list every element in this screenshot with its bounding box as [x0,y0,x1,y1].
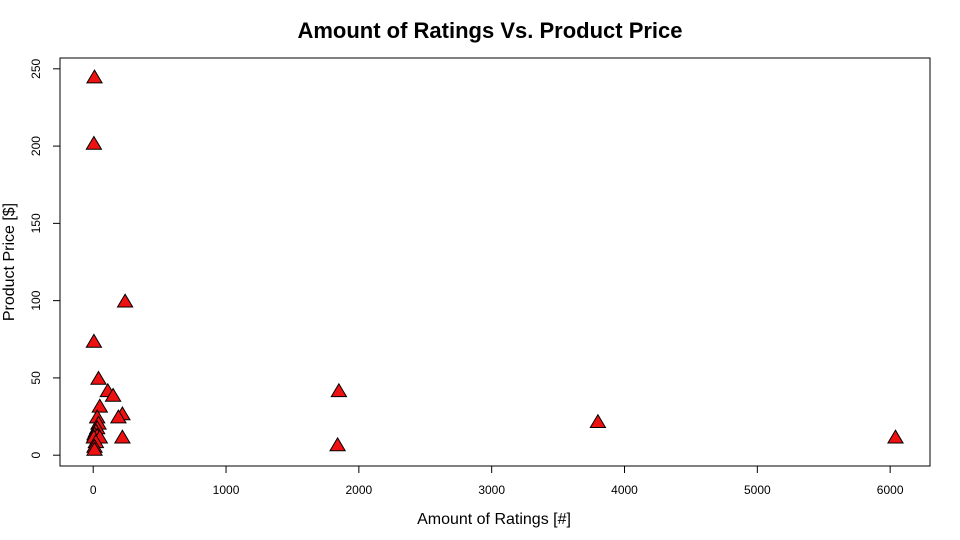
data-point-0-3 [85,333,103,348]
y-tick-label: 50 [29,371,43,385]
data-point-0-8 [91,398,109,413]
data-point-0-19 [113,429,131,444]
y-axis-label: Product Price [$] [1,203,18,321]
data-point-0-23 [329,436,347,452]
y-tick-label: 100 [29,290,43,310]
data-point-0-0 [86,69,103,84]
x-tick-label: 4000 [611,483,638,497]
data-point-0-10 [109,409,127,424]
y-tick-label: 250 [29,58,43,78]
y-axis: 0 50 100 150 200 250 [29,58,61,459]
data-point-0-4 [90,370,107,385]
data-point-0-1 [85,135,103,150]
data-point-0-2 [116,293,134,308]
plot-frame [59,57,931,467]
data-point-0-24 [589,413,607,428]
x-tick-label: 6000 [877,483,904,497]
data-point-0-7 [330,382,348,398]
x-axis-label: Amount of Ratings [#] [417,511,571,528]
y-tick-label: 0 [29,452,43,459]
data-point-0-22 [86,441,103,456]
data-point-0-6 [104,387,122,402]
x-tick-label: 0 [90,483,97,497]
chart-title: Amount of Ratings Vs. Product Price [297,18,682,43]
y-tick-label: 150 [29,213,43,233]
x-tick-label: 5000 [744,483,771,497]
y-tick-label: 200 [29,136,43,156]
x-tick-label: 2000 [346,483,373,497]
data-points [85,69,904,456]
x-axis: 0 1000 2000 3000 4000 5000 6000 [90,465,904,497]
data-point-0-25 [887,429,904,444]
x-tick-label: 1000 [213,483,240,497]
x-tick-label: 3000 [478,483,505,497]
